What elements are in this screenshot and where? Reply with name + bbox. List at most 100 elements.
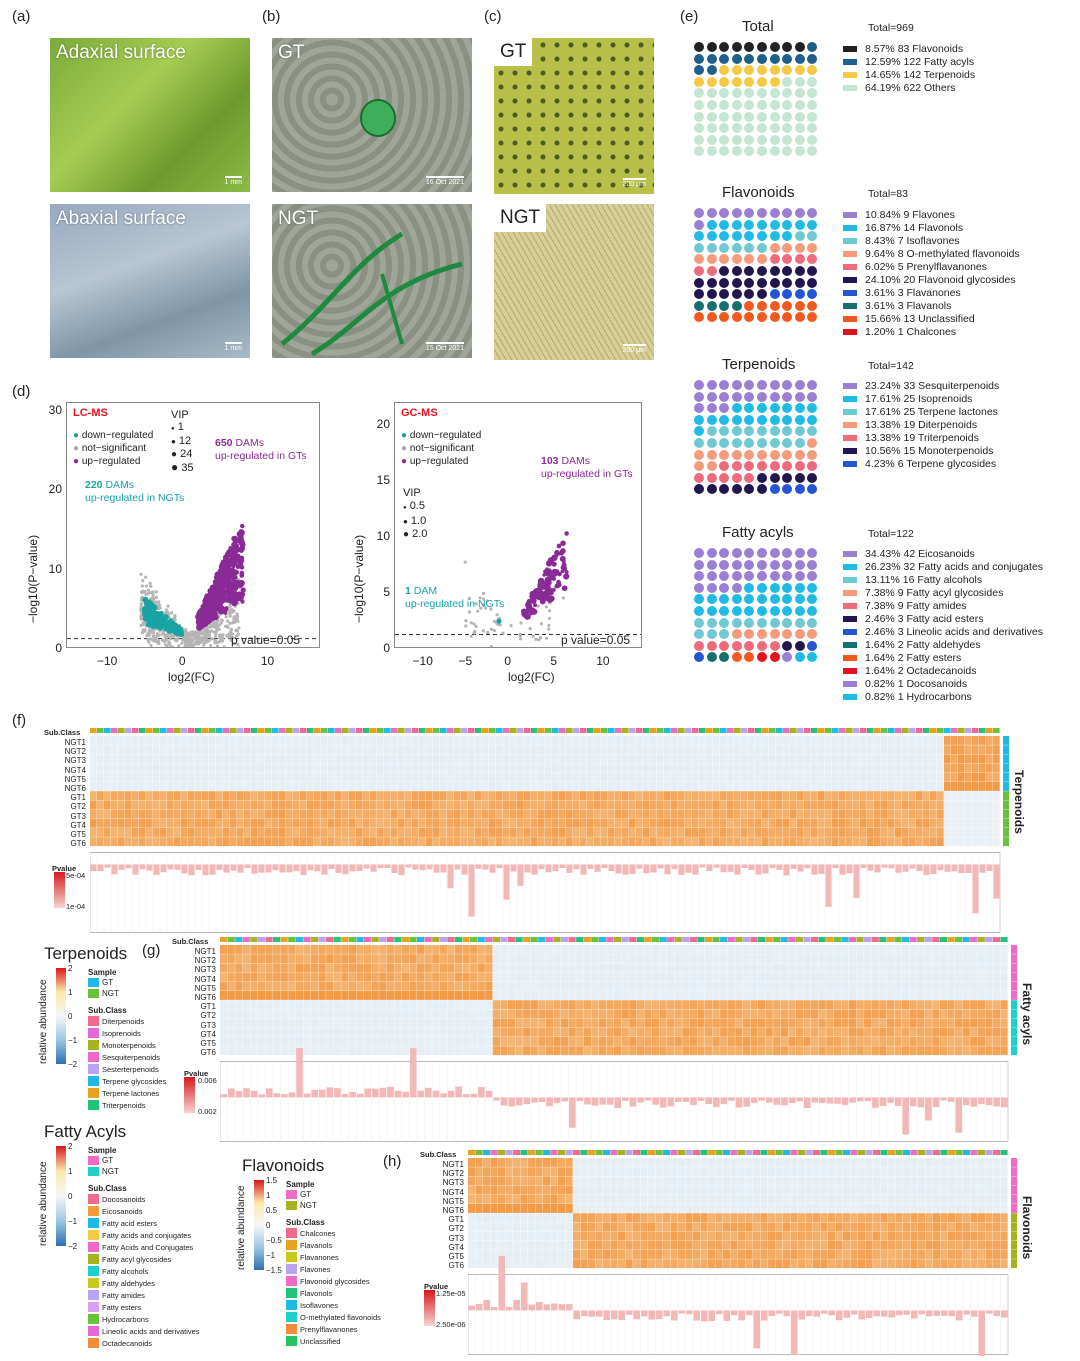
heatmap-cell: [902, 791, 909, 801]
heatmap-cell: [939, 981, 948, 991]
heatmap-cell: [209, 782, 216, 791]
heatmap-cell: [769, 818, 776, 828]
waffle-dot: [731, 582, 742, 593]
heatmap-cell: [342, 736, 349, 745]
heatmap-cell: [280, 991, 288, 1000]
heatmap-cell: [713, 736, 720, 745]
heatmap-cell: [720, 782, 727, 791]
ns-point: [221, 636, 225, 640]
heatmap-cell: [470, 1000, 478, 1010]
heatmap-cell: [409, 981, 417, 991]
heatmap-cell: [174, 782, 181, 791]
pvalue-bar: [461, 864, 468, 875]
up-point: [209, 593, 216, 600]
heatmap-cell: [235, 954, 243, 964]
heatmap-cell: [713, 763, 720, 773]
waffle-dot: [769, 472, 780, 483]
subclass-cell: [916, 728, 923, 733]
heatmap-cell: [230, 791, 237, 801]
heatmap-cell: [125, 828, 132, 837]
gcms-pvalue-line-label: p value=0.05: [561, 633, 631, 647]
heatmap-cell: [250, 991, 258, 1000]
subclass-cell: [377, 728, 384, 733]
heatmap-cell: [727, 828, 734, 837]
heatmap-cell: [139, 782, 146, 791]
heatmap-cell: [580, 818, 587, 828]
heatmap-cell: [992, 963, 1001, 973]
heatmap-cell: [958, 791, 965, 801]
heatmap-cell: [734, 809, 741, 819]
heatmap-cell: [545, 763, 552, 773]
heatmap-cell: [985, 954, 993, 964]
heatmap-cell: [864, 1000, 872, 1010]
heatmap-cell: [977, 954, 985, 964]
heatmap-cell: [804, 736, 811, 745]
heatmap-cell: [629, 818, 636, 828]
pvalue-bar: [650, 864, 657, 873]
heatmap-cell: [503, 754, 510, 764]
heatmap-cell: [804, 763, 811, 773]
heatmap-cell: [417, 1000, 425, 1010]
heatmap-cell: [104, 782, 111, 791]
heatmap-cell: [97, 791, 104, 801]
heatmap-cell: [697, 954, 705, 964]
heatmap-cell: [881, 782, 888, 791]
heatmap-cell: [167, 736, 174, 745]
pvalue-bar: [874, 864, 881, 873]
heatmap-cell: [937, 791, 944, 801]
subclass-cell: [265, 937, 273, 942]
subclass-cell: [879, 937, 887, 942]
heatmap-cell: [818, 828, 825, 837]
heatmap-cell: [440, 763, 447, 773]
ns-point: [536, 604, 540, 608]
heatmap-cell: [370, 763, 377, 773]
up-point: [551, 561, 557, 567]
heatmap-cell: [748, 754, 755, 764]
ns-point: [216, 619, 220, 623]
heatmap-cell: [762, 800, 769, 810]
heatmap-cell: [279, 800, 286, 810]
heatmap-cell: [90, 745, 97, 755]
heatmap-cell: [531, 800, 538, 810]
heatmap-cell: [954, 991, 963, 1000]
pvalue-bar: [944, 864, 951, 872]
waffle-dot: [694, 403, 704, 414]
heatmap-cell: [678, 745, 685, 755]
heatmap-cell: [321, 791, 328, 801]
heatmap-cell: [713, 809, 720, 819]
waffle-dot: [769, 426, 780, 437]
heatmap-cell: [776, 736, 783, 745]
axis-tick: 0: [178, 654, 186, 668]
heatmap-cell: [386, 945, 394, 954]
heatmap-cell: [242, 1000, 251, 1010]
heatmap-cell: [153, 818, 160, 828]
waffle-dot: [769, 582, 780, 593]
subclass-cell: [475, 728, 482, 733]
panel-label-e: (e): [680, 8, 699, 25]
heatmap-cell: [568, 945, 576, 954]
legend-text: 64.19% 622 Others: [865, 81, 956, 94]
waffle-dot: [756, 289, 767, 300]
heatmap-cell: [326, 1000, 334, 1010]
heatmap-cell: [902, 800, 909, 810]
heatmap-cell: [692, 736, 699, 745]
up-point: [210, 612, 215, 618]
heatmap-cell: [174, 828, 181, 837]
heatmap-cell: [879, 945, 887, 954]
heatmap-cell: [776, 745, 783, 755]
heatmap-cell: [412, 772, 419, 782]
heatmap-cell: [293, 809, 300, 819]
legend-text: 9.64% 8 O-methylated flavonoids: [865, 247, 1020, 260]
waffle-dot: [782, 242, 793, 253]
heatmap-cell: [188, 763, 195, 773]
ns-point: [216, 624, 220, 628]
heatmap-cell: [629, 963, 637, 973]
up-point: [212, 601, 217, 606]
heatmap-cell: [734, 772, 741, 782]
ns-point: [219, 621, 223, 625]
waffle-dot: [706, 605, 717, 616]
heatmap-cell: [220, 972, 228, 982]
waffle-legend-item: 9.64% 8 O-methylated flavonoids: [843, 247, 1020, 260]
heatmap-cell: [962, 991, 970, 1000]
waffle-dot: [731, 277, 742, 288]
